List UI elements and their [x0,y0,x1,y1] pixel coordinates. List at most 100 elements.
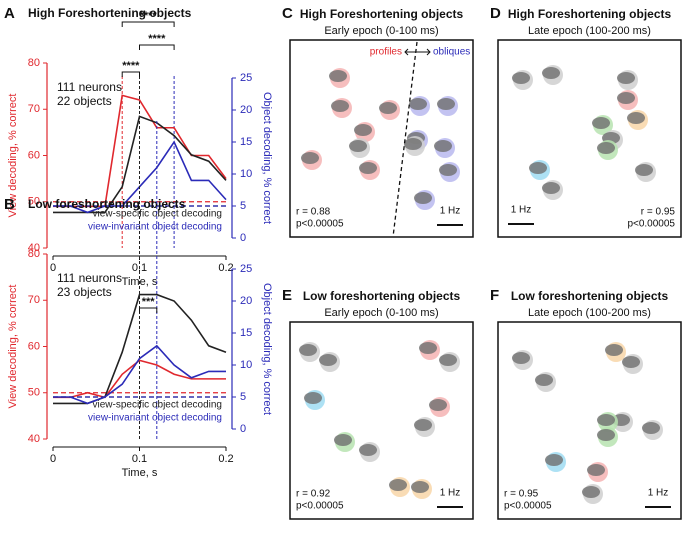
divider [392,41,418,238]
object-icon [439,164,457,176]
object-icon [331,100,349,112]
p-value: p<0.00005 [296,501,344,512]
y-axis-label: View decoding, % correct [7,94,19,218]
y2-tick-label: 15 [240,136,252,148]
y2-tick-label: 0 [240,423,246,435]
p-value: p<0.00005 [504,501,552,512]
object-icon [389,479,407,491]
p-value: p<0.00005 [627,219,675,230]
series-line [53,344,226,405]
object-icon [597,142,615,154]
scale-label: 1 Hz [440,488,461,499]
object-icon [592,117,610,129]
y2-tick-label: 25 [240,263,252,275]
object-icon [349,140,367,152]
x-axis-label: Time, s [122,467,158,479]
object-icon [512,352,530,364]
panel-label: B [4,196,15,213]
y-tick-label: 40 [28,433,40,445]
series-line [53,115,227,214]
panel-frame [289,39,474,238]
object-icon [301,152,319,164]
x-tick-label: 0.2 [218,262,233,274]
y2-axis-label: Object decoding, % correct [261,92,273,224]
object-icon [617,72,635,84]
panel-frame [497,39,682,238]
legend-entry: view-invariant object decoding [88,413,222,424]
object-icon [642,422,660,434]
object-icon [587,464,605,476]
annotation: 111 neurons [57,271,122,285]
y2-tick-label: 5 [240,200,246,212]
panel-label: D [490,5,501,22]
y2-tick-label: 20 [240,295,252,307]
object-icon [409,98,427,110]
y2-tick-label: 0 [240,232,246,244]
y2-tick-label: 20 [240,104,252,116]
annotation: 111 neurons [57,80,122,94]
object-icon [434,140,452,152]
x-tick-label: 0.1 [132,453,147,465]
object-icon [334,434,352,446]
object-icon [529,162,547,174]
panel-subtitle: Early epoch (0-100 ms) [324,25,438,37]
bracket [139,307,158,313]
left-note: profiles [370,47,402,58]
object-icon [622,356,640,368]
x-tick-label: 0 [50,453,56,465]
bracket [139,44,175,50]
chart-title: Low foreshortening objects [28,197,186,211]
object-icon [437,98,455,110]
y2-axis-label: Object decoding, % correct [261,283,273,415]
object-icon [404,138,422,150]
object-icon [419,342,437,354]
object-icon [299,344,317,356]
object-icon [535,374,553,386]
annotation: 23 objects [57,285,112,299]
object-icon [605,344,623,356]
panel-title: High Foreshortening objects [508,7,672,21]
scale-label: 1 Hz [648,488,669,499]
object-icon [414,419,432,431]
x-tick-label: 0.2 [218,453,233,465]
annotation: 22 objects [57,94,112,108]
object-icon [597,429,615,441]
panel-title: High Foreshortening objects [300,7,464,21]
y-tick-label: 70 [28,103,40,115]
object-icon [597,414,615,426]
object-icon [304,392,322,404]
bracket-label: **** [122,60,140,72]
object-icon [512,72,530,84]
panel-label: C [282,5,293,22]
panel-title: Low foreshortening objects [511,289,669,303]
object-icon [319,354,337,366]
arrow [404,48,431,56]
bracket [121,21,175,27]
object-icon [329,70,347,82]
y2-tick-label: 25 [240,72,252,84]
object-icon [627,112,645,124]
object-icon [429,399,447,411]
bracket-label: *** [142,296,156,308]
panel-subtitle: Late epoch (100-200 ms) [528,25,651,37]
panel-frame [497,321,682,520]
y-tick-label: 70 [28,294,40,306]
object-icon [411,481,429,493]
scale-label: 1 Hz [440,206,461,217]
panel-frame [289,321,474,520]
object-icon [359,444,377,456]
x-tick-label: 0 [50,262,56,274]
object-icon [545,454,563,466]
bracket-label: **** [140,10,158,22]
chart-title: High Foreshortening objects [28,6,192,20]
scale-label: 1 Hz [511,205,532,216]
y-tick-label: 60 [28,340,40,352]
y2-tick-label: 10 [240,359,252,371]
y2-tick-label: 10 [240,168,252,180]
object-icon [582,486,600,498]
object-icon [379,102,397,114]
p-value: p<0.00005 [296,219,344,230]
legend-entry: view-specific object decoding [92,400,222,411]
panel-label: E [282,287,292,304]
